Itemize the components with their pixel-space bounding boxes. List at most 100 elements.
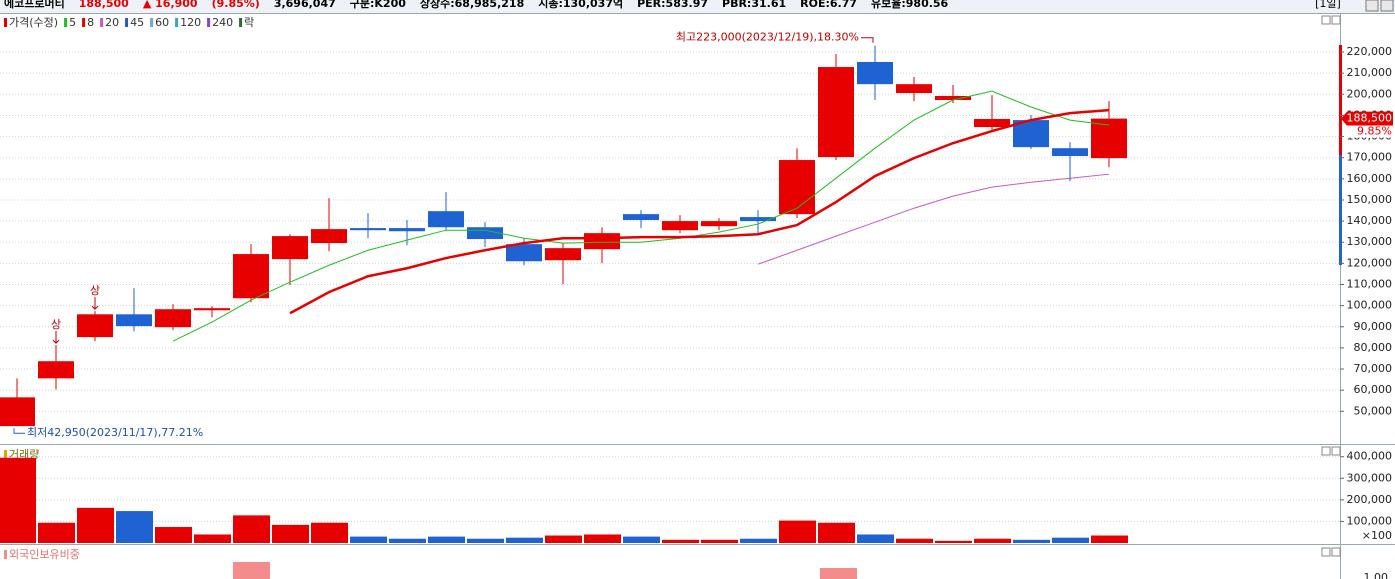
- y-tick-label: 130,000: [1347, 235, 1393, 248]
- panel-title: 외국인보유비중: [9, 548, 80, 561]
- y-tick-label: 170,000: [1347, 151, 1393, 164]
- legend-swatch: [175, 18, 179, 27]
- candle-body: [701, 221, 737, 227]
- volume-bar: [350, 536, 387, 543]
- volume-bar: [896, 538, 933, 543]
- button[interactable]: [1331, 547, 1341, 557]
- volume-bar: [1091, 535, 1128, 543]
- volume-bar: [545, 535, 582, 543]
- candle-body: [389, 228, 425, 232]
- button[interactable]: [1365, 0, 1379, 12]
- button[interactable]: [1321, 15, 1331, 25]
- candle-body: [1052, 148, 1088, 157]
- volume-bar: [77, 507, 114, 543]
- high-arrow: [861, 37, 874, 43]
- y-tick-label: 160,000: [1347, 172, 1393, 185]
- volume-bar: [467, 538, 504, 543]
- y-tick-label: 50,000: [1354, 404, 1393, 417]
- candle-body: [857, 61, 893, 85]
- header-field: PER:583.97: [637, 0, 708, 10]
- y-tick-label: 100,000: [1347, 299, 1393, 312]
- volume-bar: [662, 539, 699, 543]
- legend-swatch: [239, 18, 243, 27]
- y-tick-label: 100,000: [1347, 514, 1393, 527]
- candle-body: [194, 308, 230, 311]
- legend-label: 락: [244, 16, 254, 29]
- candle-body: [974, 119, 1010, 128]
- candle-body: [896, 84, 932, 94]
- volume-bar: [701, 539, 738, 543]
- foreign-bar: [820, 568, 857, 579]
- candle-body: [272, 236, 308, 260]
- limit-label: 상: [90, 284, 100, 297]
- foreign-bar: [233, 562, 270, 579]
- volume-bar: [233, 515, 270, 543]
- candle-body: [818, 67, 854, 158]
- candle-body: [155, 309, 191, 328]
- volume-bar: [506, 537, 543, 543]
- ma-line: [757, 173, 1110, 265]
- volume-bar: [0, 457, 36, 543]
- unit-label: ×100: [1362, 529, 1392, 542]
- y-tick-label: 70,000: [1354, 362, 1393, 375]
- button[interactable]: [1321, 446, 1331, 456]
- legend-label: 5: [69, 16, 76, 29]
- candle-body: [311, 229, 347, 244]
- legend-label: 20: [105, 16, 119, 29]
- header-field: 3,696,047: [274, 0, 336, 10]
- volume-bar: [155, 527, 192, 543]
- header-field: 시총:130,037억: [538, 0, 623, 10]
- button[interactable]: [1331, 15, 1341, 25]
- range-bar: [1339, 45, 1342, 155]
- header-field: 188,500: [79, 0, 129, 10]
- candle-body: [779, 160, 815, 215]
- y-tick-label: 300,000: [1347, 471, 1393, 484]
- y-tick-label: 210,000: [1347, 66, 1393, 79]
- period: [1일]: [1315, 0, 1341, 10]
- button[interactable]: [1321, 547, 1331, 557]
- last-price: 188,500: [1347, 112, 1393, 125]
- volume-bar: [116, 511, 153, 543]
- header-field: (9.85%): [212, 0, 260, 10]
- header-field: 에코프로머티: [4, 0, 65, 10]
- y-tick-label: 150,000: [1347, 193, 1393, 206]
- y-tick-label: 200,000: [1347, 493, 1393, 506]
- y-tick-label: 120,000: [1347, 256, 1393, 269]
- legend-swatch: [82, 18, 86, 27]
- y-tick-label: 200,000: [1347, 87, 1393, 100]
- high-annotation: 최고223,000(2023/12/19),18.30%: [676, 31, 859, 44]
- legend-swatch: [100, 18, 104, 27]
- legend-label: 240: [212, 16, 233, 29]
- volume-bar: [194, 534, 231, 543]
- header-field: PBR:31.61: [722, 0, 786, 10]
- candle-body: [506, 244, 542, 262]
- ma-line: [289, 108, 1110, 315]
- candle-body: [623, 214, 659, 221]
- header-bar: [0, 0, 1395, 13]
- candle-body: [428, 211, 464, 228]
- y-tick-label: 90,000: [1354, 320, 1393, 333]
- panel-buttons[interactable]: [1321, 0, 1394, 557]
- y-tick-label: 80,000: [1354, 341, 1393, 354]
- legend-swatch: [4, 550, 7, 559]
- button[interactable]: [1331, 446, 1341, 456]
- candle-body: [38, 361, 74, 379]
- candle-body: [662, 221, 698, 231]
- candle-body: [77, 314, 113, 338]
- button[interactable]: [1380, 0, 1394, 12]
- legend-swatch: [4, 18, 7, 27]
- limit-arrow: [52, 331, 60, 344]
- y-tick-label: 140,000: [1347, 214, 1393, 227]
- header-field: 유보율:980.56: [871, 0, 949, 10]
- header-field: 구분:K200: [350, 0, 406, 10]
- candle-body: [545, 248, 581, 261]
- candle-body: [233, 254, 269, 299]
- legend-swatch: [150, 18, 154, 27]
- candle-body: [350, 228, 386, 231]
- panel-title: 거래량: [9, 448, 39, 461]
- candle-body: [116, 314, 152, 327]
- candle-body: [467, 227, 503, 240]
- volume-bar: [623, 536, 660, 543]
- volume-bar: [974, 538, 1011, 543]
